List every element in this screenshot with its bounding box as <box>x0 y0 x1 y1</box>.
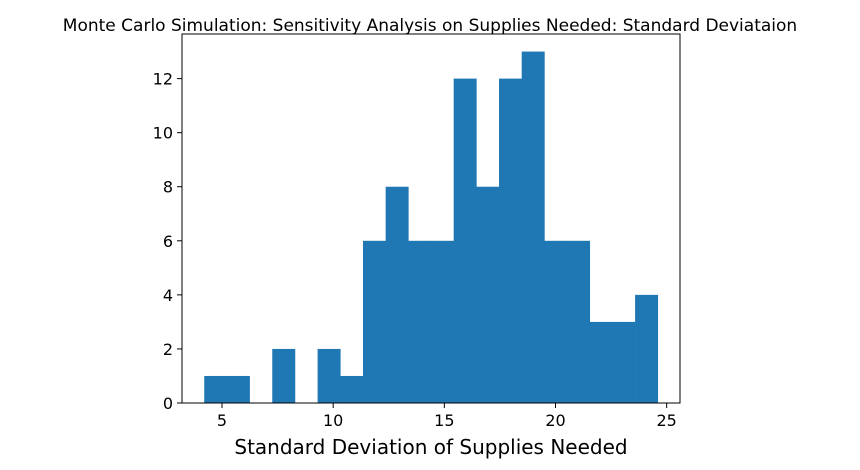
y-tick-label: 6 <box>163 232 173 251</box>
histogram-bar <box>544 240 568 403</box>
y-tick-label: 2 <box>163 340 173 359</box>
histogram-bar <box>612 321 636 403</box>
x-tick-label: 10 <box>323 411 343 430</box>
histogram-bar <box>635 294 659 403</box>
histogram-bar <box>272 348 296 403</box>
histogram-bar <box>567 240 591 403</box>
y-tick-label: 10 <box>153 124 173 143</box>
histogram-bar <box>340 375 364 403</box>
histogram-bar <box>362 240 386 403</box>
histogram-bar <box>476 186 500 403</box>
x-tick-label: 5 <box>217 411 227 430</box>
histogram-bar <box>317 348 341 403</box>
histogram-bar <box>589 321 613 403</box>
histogram-bar <box>453 78 477 403</box>
histogram-bars <box>204 51 659 403</box>
x-tick-label: 15 <box>434 411 454 430</box>
x-tick-label: 20 <box>545 411 565 430</box>
chart-title: Monte Carlo Simulation: Sensitivity Anal… <box>63 16 797 36</box>
histogram-bar <box>521 51 545 403</box>
x-axis-ticks: 5 10 15 20 25 <box>217 403 677 430</box>
plot-area-frame <box>181 33 681 404</box>
histogram-bar <box>499 78 523 403</box>
y-tick-label: 8 <box>163 178 173 197</box>
x-tick-label: 25 <box>656 411 676 430</box>
histogram-bar <box>204 375 228 403</box>
y-tick-label: 12 <box>153 70 173 89</box>
histogram-bar <box>385 186 409 403</box>
histogram-bar <box>408 240 432 403</box>
x-axis-label: Standard Deviation of Supplies Needed <box>234 435 627 459</box>
y-tick-label: 4 <box>163 286 173 305</box>
y-axis-ticks: 0 2 4 6 8 10 12 <box>153 70 182 413</box>
histogram-bar <box>431 240 454 403</box>
histogram-bar <box>226 375 250 403</box>
y-tick-label: 0 <box>163 394 173 413</box>
